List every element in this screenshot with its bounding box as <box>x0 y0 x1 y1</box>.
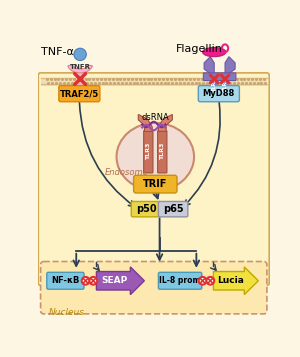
FancyBboxPatch shape <box>38 73 269 285</box>
FancyBboxPatch shape <box>96 267 144 295</box>
FancyBboxPatch shape <box>158 272 202 289</box>
Text: TLR3: TLR3 <box>212 77 217 91</box>
Text: p50: p50 <box>136 204 156 214</box>
FancyBboxPatch shape <box>203 73 236 81</box>
Text: Nucleus: Nucleus <box>48 308 84 317</box>
FancyBboxPatch shape <box>213 267 258 295</box>
Polygon shape <box>158 115 172 131</box>
Text: TLR3: TLR3 <box>160 143 165 161</box>
FancyBboxPatch shape <box>134 175 177 193</box>
Polygon shape <box>225 57 235 74</box>
Text: NF-κB: NF-κB <box>51 276 80 285</box>
Circle shape <box>82 277 89 285</box>
FancyBboxPatch shape <box>59 86 100 102</box>
FancyBboxPatch shape <box>131 201 161 217</box>
Ellipse shape <box>117 123 194 191</box>
Text: MyD88: MyD88 <box>203 89 235 98</box>
Text: dsRNA: dsRNA <box>141 113 169 122</box>
FancyBboxPatch shape <box>40 262 267 314</box>
Text: TNFR: TNFR <box>70 65 91 70</box>
FancyBboxPatch shape <box>198 86 239 102</box>
Ellipse shape <box>202 47 226 57</box>
FancyBboxPatch shape <box>158 131 167 173</box>
Polygon shape <box>138 115 152 131</box>
Circle shape <box>89 277 97 285</box>
Polygon shape <box>204 57 214 74</box>
Text: TRIF: TRIF <box>143 179 167 189</box>
Text: p65: p65 <box>163 204 183 214</box>
Text: TRAF2/5: TRAF2/5 <box>60 89 99 98</box>
Text: TLR5: TLR5 <box>223 77 228 91</box>
FancyBboxPatch shape <box>158 201 188 217</box>
Circle shape <box>199 277 206 285</box>
Bar <box>40 78 267 86</box>
FancyBboxPatch shape <box>47 272 84 289</box>
Text: Lucia: Lucia <box>217 276 244 285</box>
Text: Flagellin: Flagellin <box>176 44 222 54</box>
Circle shape <box>206 277 214 285</box>
Polygon shape <box>68 65 92 73</box>
Text: TNF-α: TNF-α <box>41 47 74 57</box>
Text: IL-8 prom: IL-8 prom <box>159 276 201 285</box>
Text: SEAP: SEAP <box>102 276 128 285</box>
Text: Endosome: Endosome <box>105 168 148 177</box>
Text: TLR3: TLR3 <box>146 143 151 161</box>
FancyBboxPatch shape <box>144 131 153 173</box>
Circle shape <box>74 48 86 61</box>
